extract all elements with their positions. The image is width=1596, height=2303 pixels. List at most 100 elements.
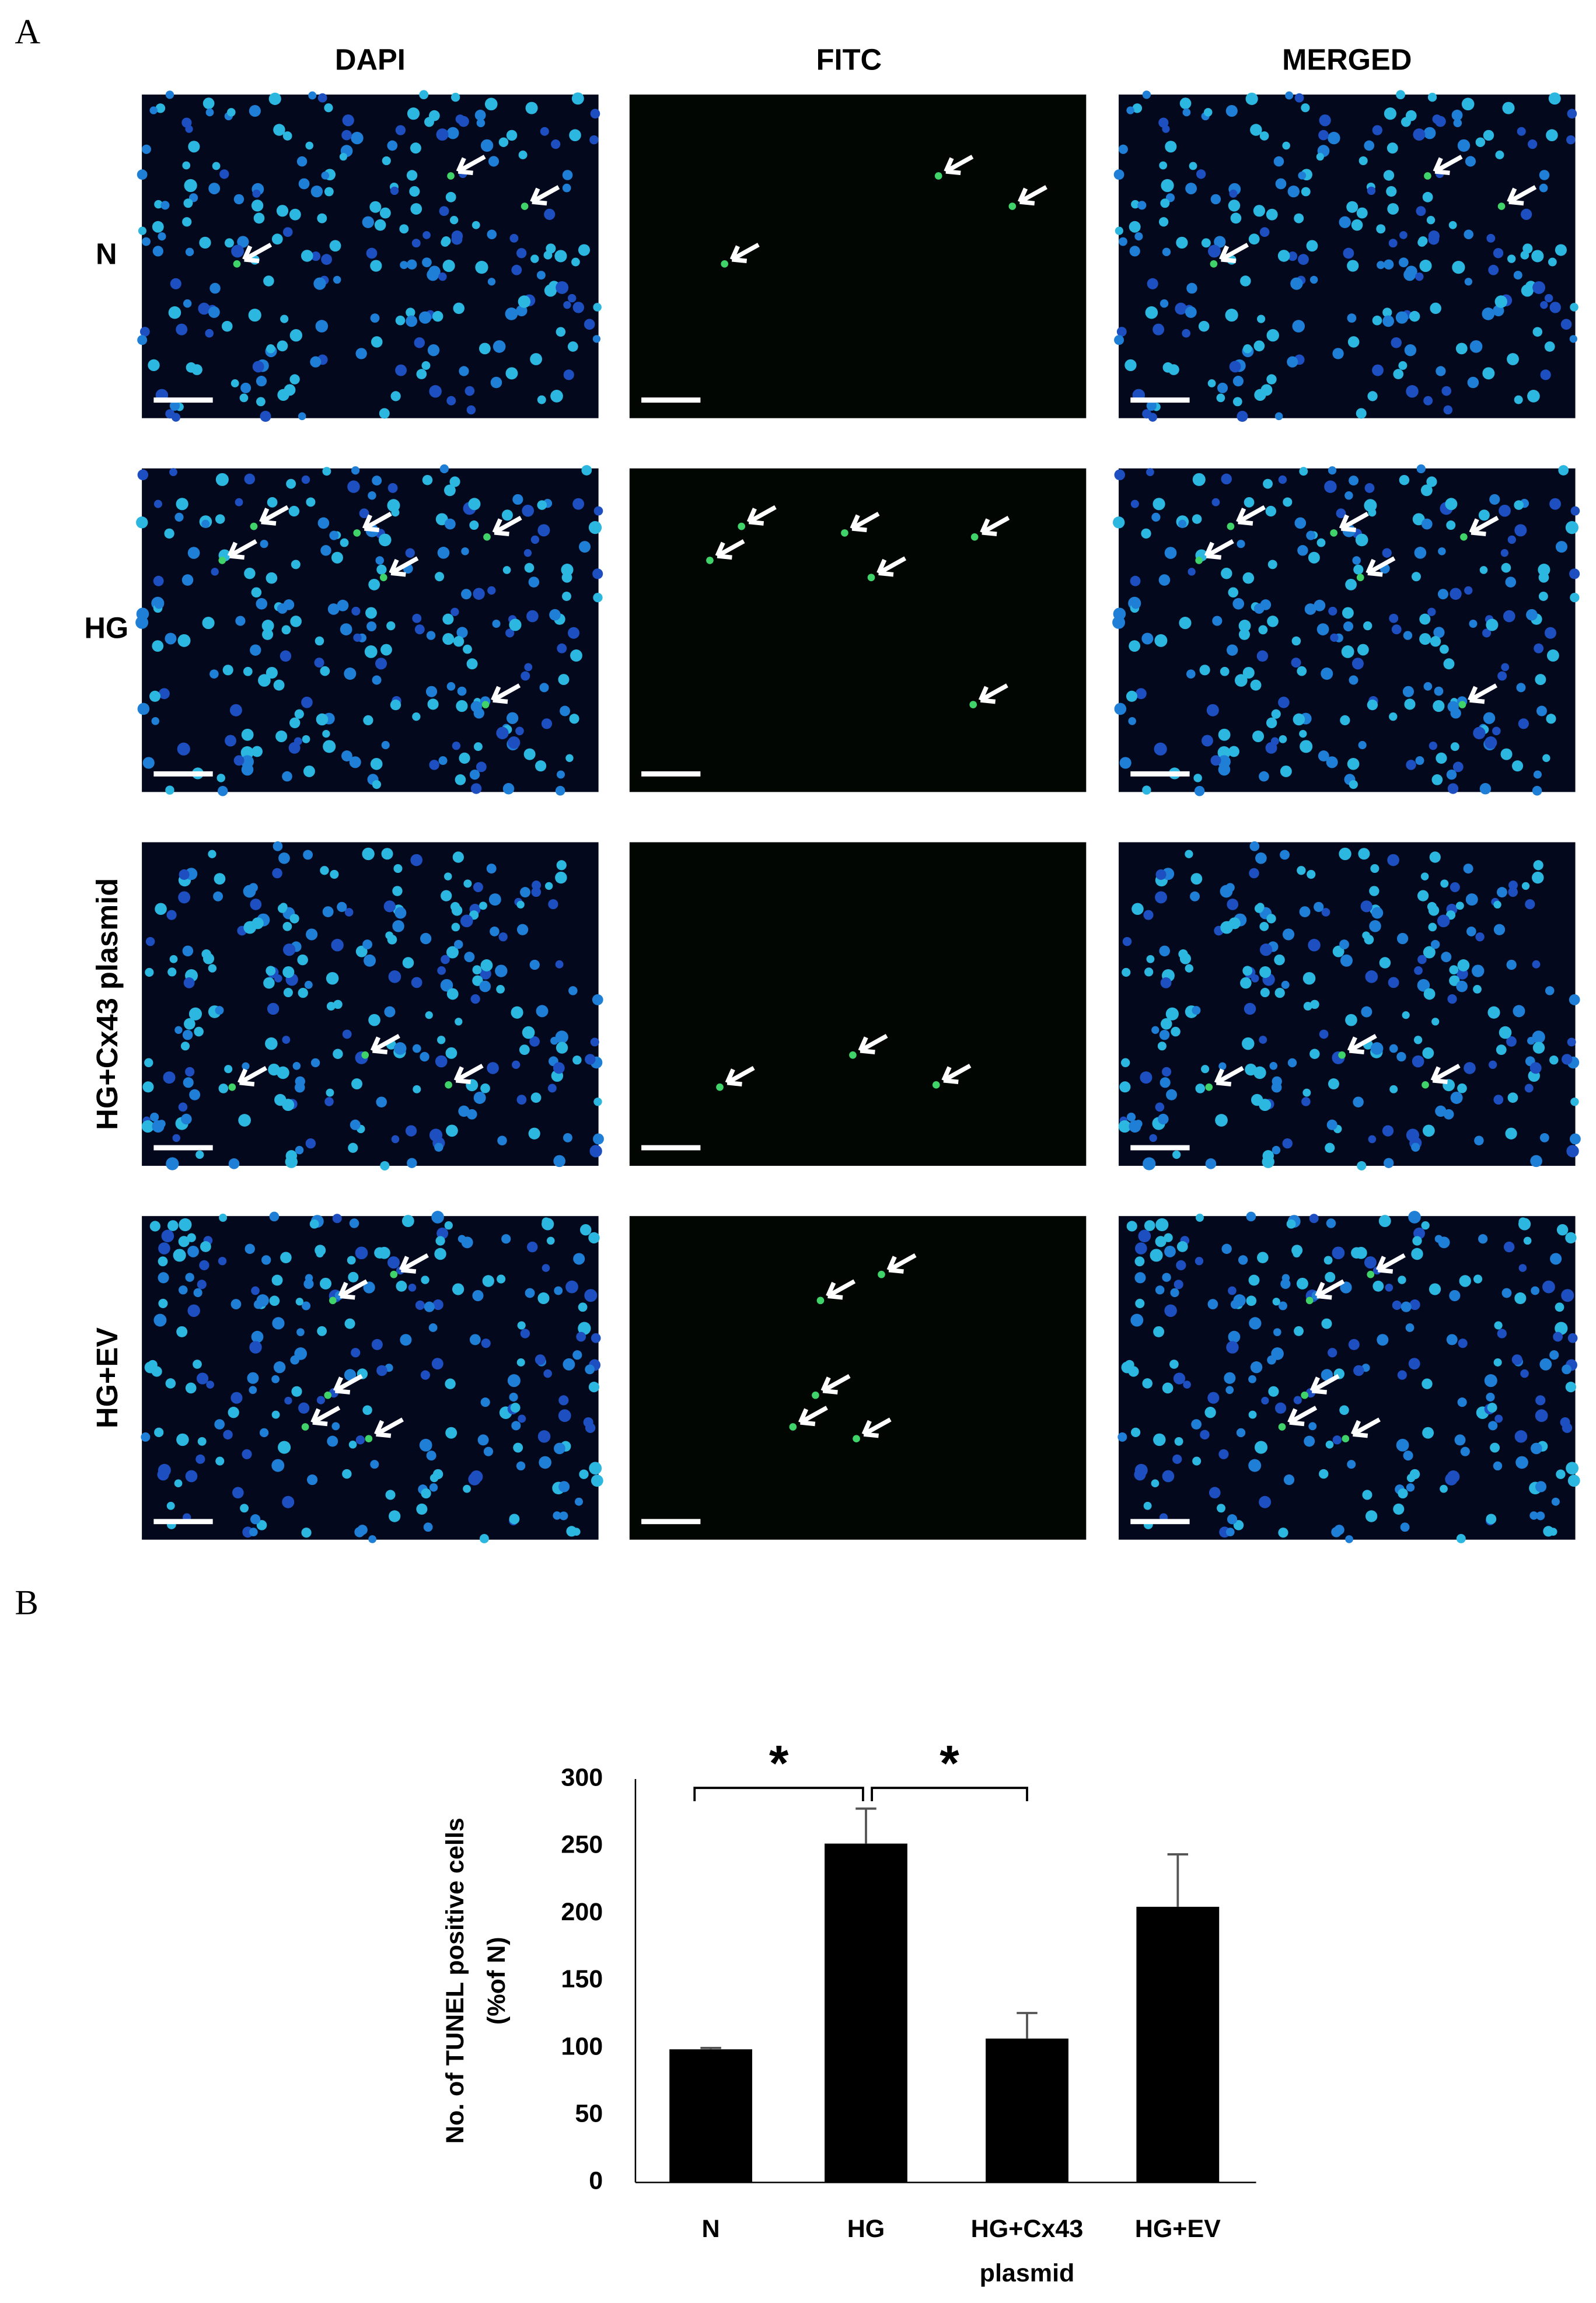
nucleus	[208, 183, 221, 194]
nucleus	[434, 1247, 446, 1260]
nucleus	[1387, 854, 1399, 866]
nucleus	[174, 1026, 183, 1034]
nucleus	[1362, 1490, 1373, 1500]
nucleus	[1340, 715, 1350, 726]
arrow	[861, 1417, 892, 1438]
nucleus	[1357, 1161, 1367, 1170]
nucleus	[304, 980, 313, 989]
nucleus	[1358, 740, 1367, 750]
nucleus	[528, 576, 540, 588]
nucleus	[422, 231, 431, 239]
nucleus	[1397, 1370, 1407, 1380]
micrograph	[1113, 90, 1578, 422]
nucleus	[1429, 1283, 1441, 1295]
nucleus	[1182, 328, 1190, 338]
nucleus	[439, 206, 449, 216]
nucleus	[536, 271, 546, 280]
nucleus	[1358, 848, 1370, 860]
nucleus	[520, 887, 530, 898]
nucleus	[1119, 757, 1131, 769]
nucleus	[1261, 1396, 1269, 1405]
nucleus	[386, 621, 396, 631]
nucleus	[1371, 907, 1384, 919]
nucleus	[1332, 945, 1344, 957]
nucleus	[1267, 616, 1279, 627]
nucleus	[1340, 1281, 1352, 1294]
nucleus	[179, 869, 190, 880]
nucleus	[1226, 1341, 1239, 1354]
nucleus	[179, 1285, 188, 1295]
nucleus	[1348, 1339, 1360, 1350]
nucleus	[436, 128, 449, 141]
nucleus	[1158, 1113, 1169, 1125]
nucleus	[205, 328, 214, 338]
nucleus	[1417, 890, 1429, 901]
nucleus	[349, 1218, 359, 1228]
nucleus	[1533, 770, 1542, 779]
nucleus	[1220, 921, 1234, 934]
nucleus	[1497, 671, 1507, 681]
nucleus	[142, 757, 155, 769]
nucleus	[512, 1060, 521, 1069]
nucleus	[291, 1386, 302, 1397]
nucleus	[568, 627, 580, 639]
nucleus	[176, 1433, 189, 1446]
nucleus	[1441, 952, 1452, 963]
nucleus	[251, 1330, 264, 1343]
nucleus	[1189, 162, 1197, 170]
nucleus	[368, 578, 380, 590]
nucleus	[1531, 1286, 1540, 1295]
nucleus	[1511, 1354, 1522, 1365]
nucleus	[1159, 945, 1171, 957]
nucleus	[1516, 683, 1526, 693]
nucleus	[301, 250, 313, 262]
nucleus	[1561, 1289, 1574, 1302]
nucleus	[1542, 1280, 1555, 1294]
nucleus	[169, 468, 177, 477]
nucleus	[313, 277, 326, 290]
nucleus	[1469, 340, 1483, 353]
nucleus	[302, 1301, 311, 1310]
tunel-signal	[969, 701, 977, 708]
nucleus	[1505, 576, 1517, 588]
nucleus	[435, 1236, 445, 1246]
nucleus	[185, 1382, 197, 1394]
tunel-signal	[816, 1296, 825, 1305]
nucleus	[1129, 640, 1141, 652]
nucleus	[1217, 755, 1231, 768]
nucleus	[308, 91, 317, 100]
nucleus	[1389, 712, 1398, 721]
nucleus	[543, 250, 553, 260]
nucleus	[1293, 713, 1305, 726]
nucleus	[1478, 1234, 1488, 1244]
arrow	[1507, 185, 1537, 206]
nucleus	[178, 1236, 190, 1247]
nucleus	[344, 1369, 357, 1381]
nucleus	[585, 1364, 595, 1375]
nucleus	[1452, 261, 1465, 274]
nucleus	[251, 200, 264, 212]
nucleus	[348, 1271, 359, 1282]
nucleus	[371, 336, 383, 348]
nucleus	[392, 886, 403, 896]
nucleus	[1155, 1218, 1169, 1232]
micrograph	[141, 1211, 603, 1543]
nucleus	[563, 300, 571, 309]
nucleus	[317, 1326, 327, 1336]
nucleus	[307, 1474, 318, 1486]
nucleus	[260, 540, 268, 548]
nucleus	[290, 1355, 299, 1365]
nucleus	[382, 156, 391, 166]
nucleus	[1535, 1481, 1547, 1493]
nucleus	[1474, 1135, 1484, 1146]
nucleus	[317, 517, 330, 529]
nucleus	[466, 1109, 477, 1120]
nucleus	[301, 475, 310, 484]
nucleus	[269, 1211, 280, 1222]
nucleus	[437, 966, 446, 975]
nucleus	[1153, 1433, 1166, 1446]
nucleus	[1484, 736, 1497, 749]
nucleus	[1523, 1236, 1532, 1245]
nucleus	[419, 90, 429, 100]
